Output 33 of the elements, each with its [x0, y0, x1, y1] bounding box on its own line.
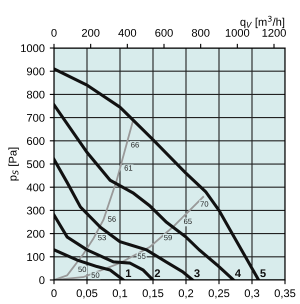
x2-axis-title: q$_{V}$ [m$^{3}$/h]	[240, 16, 284, 28]
x-tick-label: 0,15	[142, 289, 164, 298]
y-tick-label: 400	[26, 183, 45, 192]
y-tick-label: 0	[39, 276, 45, 284]
x2-tick-label: 1200	[262, 28, 286, 37]
y-tick-label: 100	[27, 253, 45, 261]
annotation: 4	[235, 269, 241, 278]
y-tick-label: 600	[27, 137, 45, 145]
annotation: 3	[194, 269, 200, 278]
y-tick-label: 900	[26, 67, 45, 76]
x2-tick-label: 0	[51, 28, 57, 37]
y-tick-label: 300	[26, 206, 45, 215]
x2-tick-label: 400	[118, 28, 136, 37]
x-tick-label: 0,2	[178, 289, 194, 298]
x-tick-label: 0,1	[112, 289, 128, 298]
y-tick-label: 800	[26, 90, 45, 99]
x2-tick-label: 800	[192, 28, 210, 37]
x-tick-label: 0,3	[244, 289, 260, 298]
x2-tick-label: 600	[155, 28, 173, 37]
x-tick-label: 0,25	[208, 289, 230, 298]
y-tick-label: 500	[26, 160, 45, 168]
x-tick-label: 0,05	[76, 289, 98, 298]
x2-tick-label: 1000	[226, 28, 250, 37]
annotation: 5	[260, 269, 266, 278]
y-tick-label: 200	[26, 230, 45, 238]
x-tick-label: 0	[51, 289, 57, 298]
annotation: 1	[126, 269, 132, 278]
y-tick-label: 700	[27, 114, 45, 122]
annotation: 2	[154, 269, 160, 278]
y-tick-label: 1000	[21, 44, 45, 52]
y-axis-title: p$_{S}$ [Pa]	[8, 148, 19, 181]
x2-tick-label: 200	[82, 28, 100, 37]
x-tick-label: 0,35	[274, 289, 296, 298]
